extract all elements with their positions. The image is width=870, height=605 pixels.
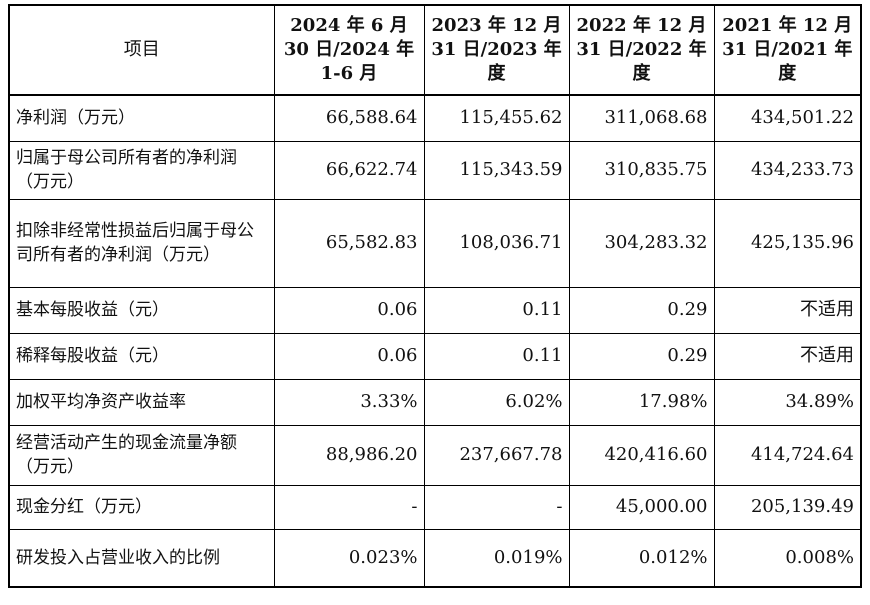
cell-value: 434,501.22: [713, 94, 862, 142]
cell-value: 6.02%: [423, 378, 570, 426]
table-row: 研发投入占营业收入的比例 0.023% 0.019% 0.012% 0.008%: [8, 528, 862, 588]
cell-value: 34.89%: [713, 378, 862, 426]
cell-value: 0.29: [568, 286, 715, 334]
cell-value: 310,835.75: [568, 140, 715, 200]
cell-value: 311,068.68: [568, 94, 715, 142]
table-row: 基本每股收益（元） 0.06 0.11 0.29 不适用: [8, 286, 862, 334]
cell-value: 0.06: [273, 332, 425, 380]
header-2022: 2022 年 12 月 31 日/2022 年度: [568, 4, 715, 96]
financial-indicators-table: 项目 2024 年 6 月 30 日/2024 年 1-6 月 2023 年 1…: [8, 4, 862, 588]
table-row: 稀释每股收益（元） 0.06 0.11 0.29 不适用: [8, 332, 862, 380]
header-2024-h1: 2024 年 6 月 30 日/2024 年 1-6 月: [273, 4, 425, 96]
cell-value: 0.06: [273, 286, 425, 334]
cell-value: 0.012%: [568, 528, 715, 588]
row-label: 扣除非经常性损益后归属于母公司所有者的净利润（万元）: [8, 198, 275, 288]
row-label: 经营活动产生的现金流量净额（万元）: [8, 424, 275, 486]
cell-value: 115,343.59: [423, 140, 570, 200]
cell-value: 205,139.49: [713, 484, 862, 530]
cell-value: 45,000.00: [568, 484, 715, 530]
cell-value: 3.33%: [273, 378, 425, 426]
cell-value: 237,667.78: [423, 424, 570, 486]
row-label: 加权平均净资产收益率: [8, 378, 275, 426]
cell-value: 0.008%: [713, 528, 862, 588]
cell-value: 不适用: [713, 332, 862, 380]
cell-value: 66,588.64: [273, 94, 425, 142]
cell-value: 88,986.20: [273, 424, 425, 486]
table-row: 加权平均净资产收益率 3.33% 6.02% 17.98% 34.89%: [8, 378, 862, 426]
header-2021: 2021 年 12 月 31 日/2021 年度: [713, 4, 862, 96]
row-label: 净利润（万元）: [8, 94, 275, 142]
cell-value: 108,036.71: [423, 198, 570, 288]
table-row: 扣除非经常性损益后归属于母公司所有者的净利润（万元） 65,582.83 108…: [8, 198, 862, 288]
header-item: 项目: [8, 4, 275, 96]
table-row: 经营活动产生的现金流量净额（万元） 88,986.20 237,667.78 4…: [8, 424, 862, 486]
row-label: 基本每股收益（元）: [8, 286, 275, 334]
financial-table-container: 项目 2024 年 6 月 30 日/2024 年 1-6 月 2023 年 1…: [8, 4, 862, 588]
row-label: 现金分红（万元）: [8, 484, 275, 530]
cell-value: 0.019%: [423, 528, 570, 588]
cell-value: 0.11: [423, 286, 570, 334]
cell-value: 414,724.64: [713, 424, 862, 486]
row-label: 归属于母公司所有者的净利润（万元）: [8, 140, 275, 200]
header-row: 项目 2024 年 6 月 30 日/2024 年 1-6 月 2023 年 1…: [8, 4, 862, 96]
cell-value: 0.11: [423, 332, 570, 380]
row-label: 稀释每股收益（元）: [8, 332, 275, 380]
cell-value: -: [273, 484, 425, 530]
cell-value: 66,622.74: [273, 140, 425, 200]
cell-value: 0.023%: [273, 528, 425, 588]
cell-value: 0.29: [568, 332, 715, 380]
table-row: 归属于母公司所有者的净利润（万元） 66,622.74 115,343.59 3…: [8, 140, 862, 200]
cell-value: 420,416.60: [568, 424, 715, 486]
table-row: 净利润（万元） 66,588.64 115,455.62 311,068.68 …: [8, 94, 862, 142]
cell-value: 425,135.96: [713, 198, 862, 288]
cell-value: 17.98%: [568, 378, 715, 426]
cell-value: 434,233.73: [713, 140, 862, 200]
table-row: 现金分红（万元） - - 45,000.00 205,139.49: [8, 484, 862, 530]
cell-value: 65,582.83: [273, 198, 425, 288]
cell-value: 不适用: [713, 286, 862, 334]
header-2023: 2023 年 12 月 31 日/2023 年度: [423, 4, 570, 96]
row-label: 研发投入占营业收入的比例: [8, 528, 275, 588]
cell-value: 115,455.62: [423, 94, 570, 142]
cell-value: -: [423, 484, 570, 530]
cell-value: 304,283.32: [568, 198, 715, 288]
